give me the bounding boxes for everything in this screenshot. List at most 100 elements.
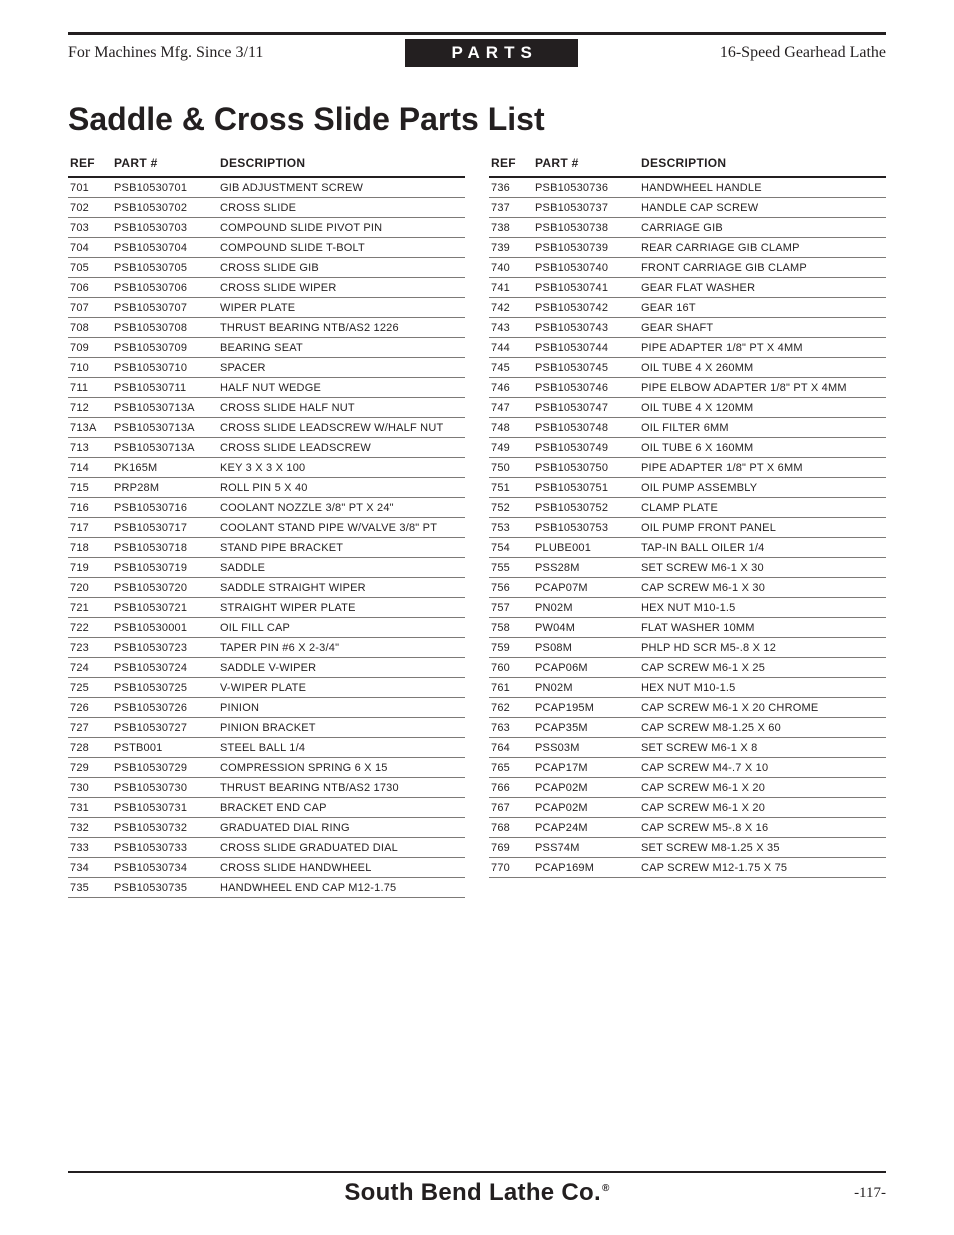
cell-ref: 748: [489, 418, 533, 438]
cell-part: PSB10530716: [112, 498, 218, 518]
cell-part: PSB10530733: [112, 838, 218, 858]
cell-part: PSB10530749: [533, 438, 639, 458]
cell-ref: 716: [68, 498, 112, 518]
cell-part: PSTB001: [112, 738, 218, 758]
th-ref: REF: [68, 156, 112, 177]
cell-part: PCAP195M: [533, 698, 639, 718]
cell-ref: 767: [489, 798, 533, 818]
cell-desc: HANDLE CAP SCREW: [639, 198, 886, 218]
cell-desc: OIL TUBE 4 X 260MM: [639, 358, 886, 378]
cell-desc: GRADUATED DIAL RING: [218, 818, 465, 838]
cell-desc: OIL FILTER 6MM: [639, 418, 886, 438]
table-row: 739PSB10530739REAR CARRIAGE GIB CLAMP: [489, 238, 886, 258]
cell-ref: 765: [489, 758, 533, 778]
cell-part: PSB10530738: [533, 218, 639, 238]
table-row: 736PSB10530736HANDWHEEL HANDLE: [489, 177, 886, 198]
cell-part: PSS03M: [533, 738, 639, 758]
cell-ref: 729: [68, 758, 112, 778]
cell-part: PSB10530746: [533, 378, 639, 398]
header-center-badge: PARTS: [405, 39, 577, 67]
cell-desc: HEX NUT M10-1.5: [639, 598, 886, 618]
cell-desc: PHLP HD SCR M5-.8 X 12: [639, 638, 886, 658]
cell-ref: 701: [68, 177, 112, 198]
cell-part: PSB10530713A: [112, 398, 218, 418]
cell-part: PSB10530717: [112, 518, 218, 538]
cell-ref: 709: [68, 338, 112, 358]
cell-part: PLUBE001: [533, 538, 639, 558]
cell-ref: 730: [68, 778, 112, 798]
cell-ref: 734: [68, 858, 112, 878]
table-row: 740PSB10530740FRONT CARRIAGE GIB CLAMP: [489, 258, 886, 278]
cell-ref: 743: [489, 318, 533, 338]
cell-part: PSB10530743: [533, 318, 639, 338]
cell-desc: BRACKET END CAP: [218, 798, 465, 818]
table-row: 737PSB10530737HANDLE CAP SCREW: [489, 198, 886, 218]
cell-desc: CROSS SLIDE: [218, 198, 465, 218]
cell-desc: GEAR FLAT WASHER: [639, 278, 886, 298]
page-footer: South Bend Lathe Co.® -117-: [68, 1171, 886, 1207]
cell-ref: 728: [68, 738, 112, 758]
cell-part: PSB10530721: [112, 598, 218, 618]
table-row: 753PSB10530753OIL PUMP FRONT PANEL: [489, 518, 886, 538]
cell-part: PSB10530001: [112, 618, 218, 638]
cell-desc: HANDWHEEL END CAP M12-1.75: [218, 878, 465, 898]
cell-part: PSB10530729: [112, 758, 218, 778]
cell-part: PSS74M: [533, 838, 639, 858]
table-row: 724PSB10530724SADDLE V-WIPER: [68, 658, 465, 678]
table-row: 721PSB10530721STRAIGHT WIPER PLATE: [68, 598, 465, 618]
cell-ref: 727: [68, 718, 112, 738]
th-desc: DESCRIPTION: [639, 156, 886, 177]
cell-part: PN02M: [533, 678, 639, 698]
cell-desc: HANDWHEEL HANDLE: [639, 177, 886, 198]
cell-ref: 752: [489, 498, 533, 518]
cell-desc: OIL PUMP ASSEMBLY: [639, 478, 886, 498]
cell-part: PSB10530735: [112, 878, 218, 898]
table-row: 710PSB10530710SPACER: [68, 358, 465, 378]
cell-part: PSB10530719: [112, 558, 218, 578]
header-right: 16-Speed Gearhead Lathe: [720, 44, 886, 62]
cell-ref: 726: [68, 698, 112, 718]
cell-ref: 731: [68, 798, 112, 818]
table-row: 719PSB10530719SADDLE: [68, 558, 465, 578]
cell-desc: THRUST BEARING NTB/AS2 1226: [218, 318, 465, 338]
cell-part: PSB10530744: [533, 338, 639, 358]
cell-ref: 712: [68, 398, 112, 418]
table-row: 747PSB10530747OIL TUBE 4 X 120MM: [489, 398, 886, 418]
cell-part: PSB10530706: [112, 278, 218, 298]
cell-ref: 732: [68, 818, 112, 838]
cell-desc: CAP SCREW M6-1 X 20: [639, 798, 886, 818]
cell-desc: CROSS SLIDE GRADUATED DIAL: [218, 838, 465, 858]
table-row: 746PSB10530746PIPE ELBOW ADAPTER 1/8" PT…: [489, 378, 886, 398]
cell-part: PSB10530726: [112, 698, 218, 718]
cell-part: PSB10530710: [112, 358, 218, 378]
cell-ref: 704: [68, 238, 112, 258]
cell-desc: SET SCREW M6-1 X 30: [639, 558, 886, 578]
cell-ref: 723: [68, 638, 112, 658]
cell-desc: FRONT CARRIAGE GIB CLAMP: [639, 258, 886, 278]
table-row: 756PCAP07MCAP SCREW M6-1 X 30: [489, 578, 886, 598]
cell-desc: CLAMP PLATE: [639, 498, 886, 518]
cell-ref: 740: [489, 258, 533, 278]
cell-part: PSB10530740: [533, 258, 639, 278]
cell-desc: CAP SCREW M5-.8 X 16: [639, 818, 886, 838]
cell-part: PSB10530708: [112, 318, 218, 338]
cell-part: PSB10530747: [533, 398, 639, 418]
table-row: 732PSB10530732GRADUATED DIAL RING: [68, 818, 465, 838]
cell-ref: 713: [68, 438, 112, 458]
cell-part: PSB10530752: [533, 498, 639, 518]
cell-ref: 713A: [68, 418, 112, 438]
table-row: 738PSB10530738CARRIAGE GIB: [489, 218, 886, 238]
cell-part: PSB10530730: [112, 778, 218, 798]
cell-desc: REAR CARRIAGE GIB CLAMP: [639, 238, 886, 258]
cell-part: PSB10530753: [533, 518, 639, 538]
th-part: PART #: [112, 156, 218, 177]
cell-part: PSB10530731: [112, 798, 218, 818]
table-row: 765PCAP17MCAP SCREW M4-.7 X 10: [489, 758, 886, 778]
cell-ref: 707: [68, 298, 112, 318]
cell-desc: GIB ADJUSTMENT SCREW: [218, 177, 465, 198]
cell-ref: 741: [489, 278, 533, 298]
table-row: 711PSB10530711HALF NUT WEDGE: [68, 378, 465, 398]
cell-desc: V-WIPER PLATE: [218, 678, 465, 698]
table-row: 748PSB10530748OIL FILTER 6MM: [489, 418, 886, 438]
registered-mark: ®: [602, 1183, 610, 1194]
